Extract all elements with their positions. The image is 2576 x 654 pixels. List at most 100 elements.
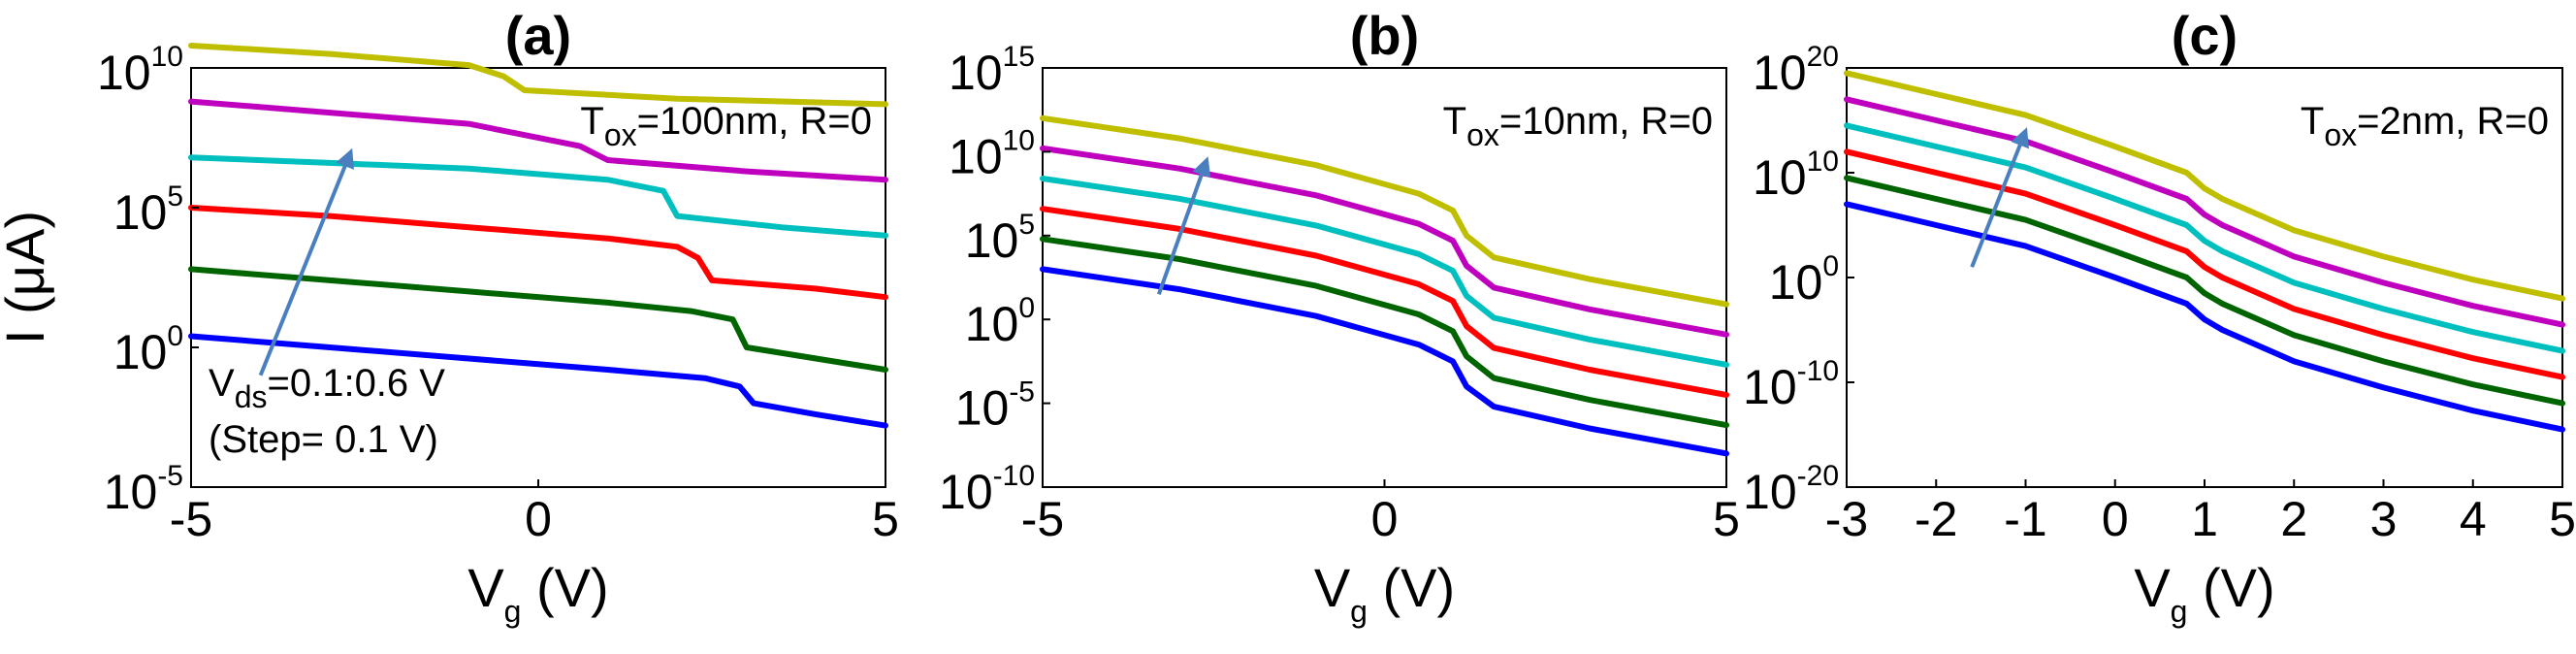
x-axis-label-sub: g (2171, 594, 2188, 629)
condition-annotation: Tox=2nm, R=0 (2301, 100, 2549, 152)
y-tick-label: 1010 (949, 124, 1035, 183)
y-tick-base: 10 (113, 325, 168, 379)
y-tick-base: 10 (939, 465, 993, 519)
series-line-5 (188, 98, 888, 183)
annotation-text: =10nm, R=0 (1499, 100, 1713, 143)
y-tick-exponent: 0 (167, 320, 183, 352)
y-tick-base: 10 (1743, 360, 1797, 414)
series-line-2 (188, 266, 888, 373)
y-tick-exponent: 15 (1003, 41, 1035, 73)
chart-title: (a) (505, 5, 571, 66)
vds-note-range: =0.1:0.6 V (267, 362, 445, 405)
x-tick-label: 1 (2191, 492, 2218, 546)
annotation-text: =100nm, R=0 (637, 100, 872, 143)
y-tick-label: 1015 (949, 41, 1035, 100)
vds-arrow (1156, 156, 1211, 295)
y-tick-exponent: -5 (157, 460, 183, 492)
series-line-4 (188, 154, 888, 239)
x-tick-label: 5 (1713, 492, 1740, 546)
series-line-6 (188, 43, 888, 108)
y-tick-exponent: -10 (993, 460, 1035, 492)
chart-title: (b) (1350, 5, 1420, 66)
y-tick-label: 100 (1769, 250, 1839, 310)
x-tick-label: -5 (1021, 492, 1064, 546)
y-tick-base: 10 (1743, 465, 1797, 519)
y-tick-label: 1010 (97, 41, 183, 100)
y-tick-label: 1020 (1753, 41, 1839, 100)
y-tick-label: 10-10 (1743, 355, 1839, 414)
y-tick-exponent: 0 (1822, 250, 1839, 282)
x-axis-label-unit: (V) (1368, 557, 1455, 618)
y-axis-label: I (μA) (0, 211, 55, 344)
x-axis-label-sub: g (504, 594, 522, 629)
y-tick-base: 10 (955, 381, 1010, 436)
x-axis-label-sub: g (1350, 594, 1368, 629)
condition-annotation: Tox=100nm, R=0 (580, 100, 872, 152)
y-tick-label: 105 (113, 180, 183, 240)
series-line-2 (1040, 236, 1729, 429)
annotation-t: T (580, 100, 603, 143)
y-tick-label: 10-20 (1743, 460, 1839, 519)
y-tick-label: 10-10 (939, 460, 1035, 519)
vds-note-v: V (209, 362, 235, 405)
x-axis-label-base: V (467, 557, 504, 618)
y-tick-base: 10 (113, 185, 168, 240)
y-tick-base: 10 (104, 465, 158, 519)
chart-title: (c) (2172, 5, 2238, 66)
y-tick-base: 10 (1769, 255, 1823, 310)
x-tick-label: -1 (2004, 492, 2046, 546)
x-tick-label: -2 (1915, 492, 1957, 546)
y-tick-label: 100 (965, 292, 1035, 351)
annotation-t: T (2301, 100, 2324, 143)
x-axis-label-base: V (2134, 557, 2171, 618)
x-axis-label: Vg (V) (1314, 557, 1455, 629)
series-line-4 (1040, 176, 1729, 368)
x-tick-label: 2 (2280, 492, 2307, 546)
y-tick-exponent: 10 (151, 41, 183, 73)
y-tick-exponent: 20 (1807, 41, 1839, 73)
series-line-3 (188, 205, 888, 301)
y-tick-exponent: -20 (1797, 460, 1839, 492)
x-tick-label: 0 (2102, 492, 2129, 546)
y-tick-exponent: -10 (1797, 355, 1839, 387)
series-line-5 (1844, 96, 2565, 328)
x-axis-label-unit: (V) (521, 557, 608, 618)
series-line-1 (1844, 201, 2565, 433)
series-line-4 (1844, 122, 2565, 354)
x-axis-label: Vg (V) (467, 557, 608, 629)
annotation-t: T (1443, 100, 1466, 143)
x-axis-label-base: V (1314, 557, 1351, 618)
y-tick-exponent: 0 (1018, 292, 1035, 324)
y-tick-label: 10-5 (104, 460, 183, 519)
y-tick-exponent: 5 (167, 180, 183, 213)
x-tick-label: 3 (2370, 492, 2398, 546)
vds-note-line1: Vds=0.1:0.6 V (209, 362, 445, 414)
y-tick-label: 10-5 (955, 376, 1035, 436)
x-axis-label: Vg (V) (2134, 557, 2274, 629)
series-line-6 (1844, 70, 2565, 302)
y-tick-exponent: -5 (1009, 376, 1035, 409)
x-tick-label: -5 (170, 492, 212, 546)
vds-arrow (258, 147, 354, 376)
annotation-sub: ox (604, 117, 637, 152)
x-tick-label: 5 (872, 492, 899, 546)
y-tick-label: 1010 (1753, 146, 1839, 205)
x-tick-label: 5 (2549, 492, 2576, 546)
y-tick-exponent: 5 (1018, 209, 1035, 241)
series-line-3 (1844, 148, 2565, 380)
y-tick-exponent: 10 (1807, 146, 1839, 178)
y-tick-base: 10 (949, 46, 1003, 100)
y-tick-base: 10 (97, 46, 151, 100)
y-tick-base: 10 (949, 129, 1003, 183)
series-line-2 (1844, 175, 2565, 407)
series-line-5 (1040, 145, 1729, 338)
y-tick-label: 105 (965, 209, 1035, 268)
series-line-6 (1040, 114, 1729, 308)
annotation-sub: ox (1466, 117, 1499, 152)
series-line-1 (1040, 266, 1729, 457)
y-tick-base: 10 (965, 213, 1019, 268)
